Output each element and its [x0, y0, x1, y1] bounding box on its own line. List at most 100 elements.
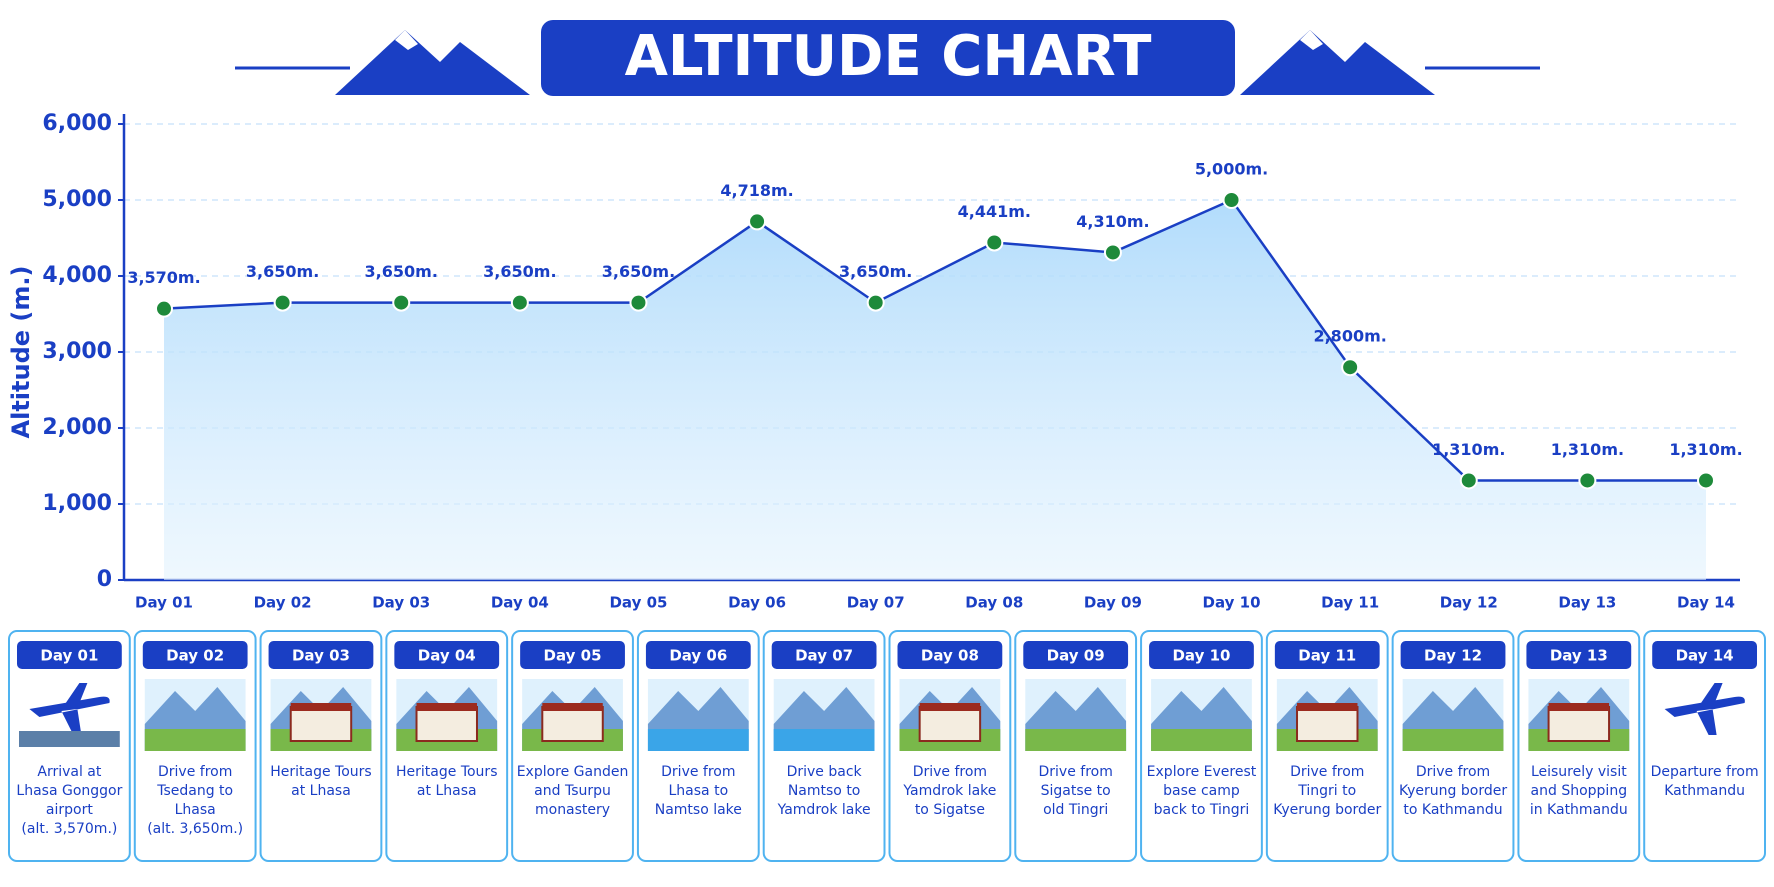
- area: [164, 200, 1706, 580]
- marker: [1578, 471, 1597, 490]
- card-text: and Tsurpu: [534, 783, 611, 799]
- card-day-badge: [1400, 641, 1506, 669]
- card-day: Day 12: [1424, 647, 1482, 665]
- card-text: Explore Ganden: [517, 764, 629, 780]
- x-tick-label: Day 07: [847, 594, 905, 612]
- day-card: Day 03 Heritage Tours at Lhasa: [259, 630, 383, 862]
- card-text: Kyerung border: [1273, 802, 1381, 818]
- day-card: Day 06 Drive from Lhasa to Namtso lake: [636, 630, 760, 862]
- card-text: Drive back: [787, 764, 863, 780]
- scene-roof: [542, 703, 603, 711]
- card-text: airport: [46, 802, 93, 818]
- x-tick-label: Day 08: [965, 594, 1023, 612]
- card-day: Day 05: [544, 647, 602, 665]
- value-label: 1,310m.: [1551, 440, 1624, 459]
- marker: [510, 293, 529, 312]
- marker: [629, 293, 648, 312]
- card-day: Day 03: [292, 647, 350, 665]
- card-day: Day 09: [1047, 647, 1105, 665]
- card-day-badge: [1652, 641, 1757, 669]
- card-text: Tsedang to: [156, 783, 233, 799]
- card-text: Arrival at: [37, 764, 102, 780]
- value-label: 4,310m.: [1076, 212, 1149, 231]
- day-card: Day 13 Leisurely visit and Shopping in Kath…: [1517, 630, 1641, 862]
- card-text: Namtso to: [788, 783, 861, 799]
- card-text: back to Tingri: [1154, 802, 1250, 818]
- card-text: Drive from: [158, 764, 232, 780]
- card-day: Day 01: [40, 647, 98, 665]
- card-day-badge: [771, 641, 877, 669]
- scene-roof: [1548, 703, 1610, 711]
- card-box: [1643, 630, 1766, 862]
- value-label: 4,441m.: [958, 202, 1031, 221]
- card-day-badge: [897, 641, 1003, 669]
- card-text: Yamdrok lake: [902, 783, 996, 799]
- marker: [392, 293, 411, 312]
- y-tick-label: 5,000: [42, 187, 112, 212]
- card-day: Day 10: [1172, 647, 1230, 665]
- card-day: Day 07: [795, 647, 853, 665]
- scene-building: [918, 706, 982, 742]
- marker: [748, 212, 767, 231]
- card-text: Lhasa: [175, 802, 216, 818]
- marker: [985, 233, 1004, 252]
- x-tick-label: Day 09: [1084, 594, 1142, 612]
- value-label: 1,310m.: [1432, 440, 1505, 459]
- card-text: Drive from: [913, 764, 987, 780]
- card-text: (alt. 3,650m.): [147, 821, 243, 837]
- card-day: Day 08: [921, 647, 979, 665]
- value-label: 5,000m.: [1195, 160, 1268, 179]
- card-text: Kyerung border: [1399, 783, 1507, 799]
- y-tick-label: 4,000: [42, 263, 112, 288]
- scene-ground: [1151, 729, 1252, 751]
- y-tick-label: 1,000: [42, 491, 112, 516]
- x-tick-label: Day 13: [1558, 594, 1616, 612]
- card-text: Yamdrok lake: [777, 802, 871, 818]
- card-text: in Kathmandu: [1530, 802, 1628, 818]
- chart-title: ALTITUDE CHART: [625, 24, 1152, 89]
- x-tick-label: Day 06: [728, 594, 786, 612]
- card-text: Tingri to: [1297, 783, 1356, 799]
- scene-ground: [773, 729, 875, 751]
- plane-icon: [29, 683, 110, 735]
- card-day-badge: [1023, 641, 1129, 669]
- marker: [1459, 471, 1478, 490]
- card-day: Day 14: [1676, 647, 1734, 665]
- card-day-badge: [645, 641, 751, 669]
- day-card: Day 07 Drive back Namtso to Yamdrok lake: [762, 630, 886, 862]
- day-card: Day 10 Explore Everest base camp back to Ti…: [1140, 630, 1263, 862]
- card-text: (alt. 3,570m.): [21, 821, 117, 837]
- value-label: 3,650m.: [246, 262, 319, 281]
- scene-ground: [144, 729, 246, 751]
- marker: [1222, 191, 1241, 209]
- x-tick-label: Day 05: [609, 594, 667, 612]
- card-text: Lhasa Gonggor: [16, 783, 122, 799]
- day-card: Day 08 Drive from Yamdrok lake to Sigatse: [888, 630, 1012, 862]
- card-text: Namtso lake: [655, 802, 742, 818]
- scene-building: [1296, 706, 1359, 742]
- card-text: Kathmandu: [1664, 783, 1745, 799]
- terminal-icon: [19, 731, 120, 747]
- scene-roof: [416, 703, 477, 711]
- header-decoration: [235, 20, 1540, 96]
- value-label: 3,650m.: [602, 262, 675, 281]
- value-label: 4,718m.: [720, 181, 793, 200]
- scene-roof: [919, 703, 981, 711]
- card-day: Day 11: [1298, 647, 1356, 665]
- marker: [1103, 243, 1122, 262]
- scene-ground: [1402, 729, 1504, 751]
- value-label: 2,800m.: [1313, 327, 1386, 346]
- day-card: Day 04 Heritage Tours at Lhasa: [385, 630, 509, 862]
- value-label: 3,650m.: [483, 262, 556, 281]
- card-text: Heritage Tours: [396, 764, 497, 780]
- scene-building: [289, 706, 353, 742]
- day-card: Day 11 Drive from Tingri to Kyerung border: [1265, 630, 1389, 862]
- card-day-badge: [394, 641, 500, 669]
- card-text: Drive from: [661, 764, 735, 780]
- card-text: Leisurely visit: [1531, 764, 1627, 780]
- card-text: old Tingri: [1043, 802, 1108, 818]
- marker: [155, 299, 173, 318]
- card-day-badge: [142, 641, 248, 669]
- line: [163, 198, 1706, 482]
- card-day: Day 13: [1550, 647, 1608, 665]
